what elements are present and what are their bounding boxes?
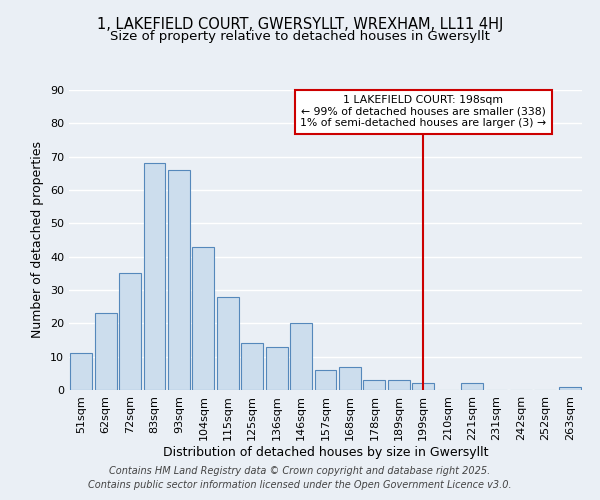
Bar xyxy=(314,370,337,390)
Text: 1, LAKEFIELD COURT, GWERSYLLT, WREXHAM, LL11 4HJ: 1, LAKEFIELD COURT, GWERSYLLT, WREXHAM, … xyxy=(97,18,503,32)
Bar xyxy=(217,296,239,390)
Bar xyxy=(241,344,263,390)
Bar xyxy=(290,324,312,390)
Y-axis label: Number of detached properties: Number of detached properties xyxy=(31,142,44,338)
X-axis label: Distribution of detached houses by size in Gwersyllt: Distribution of detached houses by size … xyxy=(163,446,488,458)
Bar xyxy=(364,380,385,390)
Bar xyxy=(412,384,434,390)
Bar xyxy=(559,386,581,390)
Bar xyxy=(95,314,116,390)
Bar xyxy=(266,346,287,390)
Bar xyxy=(461,384,483,390)
Bar xyxy=(388,380,410,390)
Bar xyxy=(193,246,214,390)
Bar xyxy=(70,354,92,390)
Text: 1 LAKEFIELD COURT: 198sqm
← 99% of detached houses are smaller (338)
1% of semi-: 1 LAKEFIELD COURT: 198sqm ← 99% of detac… xyxy=(300,95,546,128)
Bar xyxy=(143,164,166,390)
Text: Size of property relative to detached houses in Gwersyllt: Size of property relative to detached ho… xyxy=(110,30,490,43)
Bar xyxy=(168,170,190,390)
Bar xyxy=(119,274,141,390)
Text: Contains public sector information licensed under the Open Government Licence v3: Contains public sector information licen… xyxy=(88,480,512,490)
Text: Contains HM Land Registry data © Crown copyright and database right 2025.: Contains HM Land Registry data © Crown c… xyxy=(109,466,491,476)
Bar xyxy=(339,366,361,390)
